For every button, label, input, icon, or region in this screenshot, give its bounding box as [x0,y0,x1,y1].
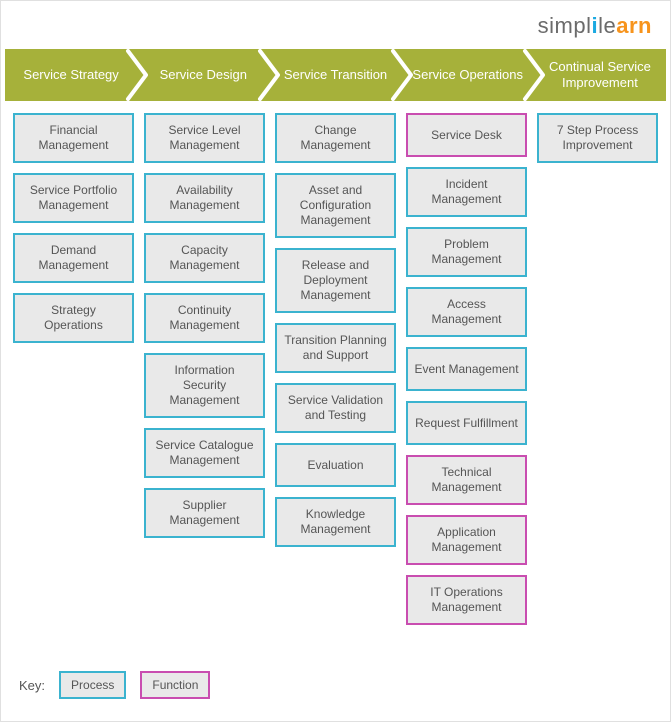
logo-part-4: arn [616,13,652,38]
diagram-canvas: simplilearn Service StrategyService Desi… [0,0,671,722]
header-bar: Service StrategyService DesignService Tr… [5,49,666,101]
function-box: Application Management [406,515,527,565]
process-box: Availability Management [144,173,265,223]
process-box: Service Validation and Testing [275,383,396,433]
process-box: Incident Management [406,167,527,217]
process-box: Continuity Management [144,293,265,343]
column-3: Service Desk Incident Management Problem M… [406,113,527,625]
process-box: Knowledge Management [275,497,396,547]
process-box: Release and Deployment Management [275,248,396,313]
process-box: Problem Management [406,227,527,277]
process-box: Strategy Operations [13,293,134,343]
header-item-0: Service Strategy [5,49,137,101]
process-box: Evaluation [275,443,396,487]
function-box: Service Desk [406,113,527,157]
function-box: IT Operations Management [406,575,527,625]
process-box: Transition Planning and Support [275,323,396,373]
process-box: Supplier Management [144,488,265,538]
process-box: 7 Step Process Improvement [537,113,658,163]
columns-container: Financial Management Service Portfolio Ma… [13,113,658,625]
process-box: Demand Management [13,233,134,283]
function-box: Technical Management [406,455,527,505]
column-1: Service Level Management Availability Man… [144,113,265,625]
process-box: Event Management [406,347,527,391]
key-function-box: Function [140,671,210,699]
logo-part-1: simpl [538,13,592,38]
column-4: 7 Step Process Improvement [537,113,658,625]
column-0: Financial Management Service Portfolio Ma… [13,113,134,625]
key-label: Key: [19,678,45,693]
process-box: Asset and Configuration Management [275,173,396,238]
logo: simplilearn [538,13,652,39]
header-item-4: Continual Service Improvement [534,49,666,101]
process-box: Financial Management [13,113,134,163]
header-item-2: Service Transition [269,49,401,101]
header-item-3: Service Operations [402,49,534,101]
column-2: Change Management Asset and Configuration… [275,113,396,625]
process-box: Capacity Management [144,233,265,283]
process-box: Request Fulfillment [406,401,527,445]
process-box: Access Management [406,287,527,337]
process-box: Service Level Management [144,113,265,163]
process-box: Information Security Management [144,353,265,418]
process-box: Service Catalogue Management [144,428,265,478]
key-process-box: Process [59,671,126,699]
logo-part-3: le [598,13,616,38]
key-row: Key: Process Function [19,671,210,699]
header-item-1: Service Design [137,49,269,101]
process-box: Change Management [275,113,396,163]
process-box: Service Portfolio Management [13,173,134,223]
